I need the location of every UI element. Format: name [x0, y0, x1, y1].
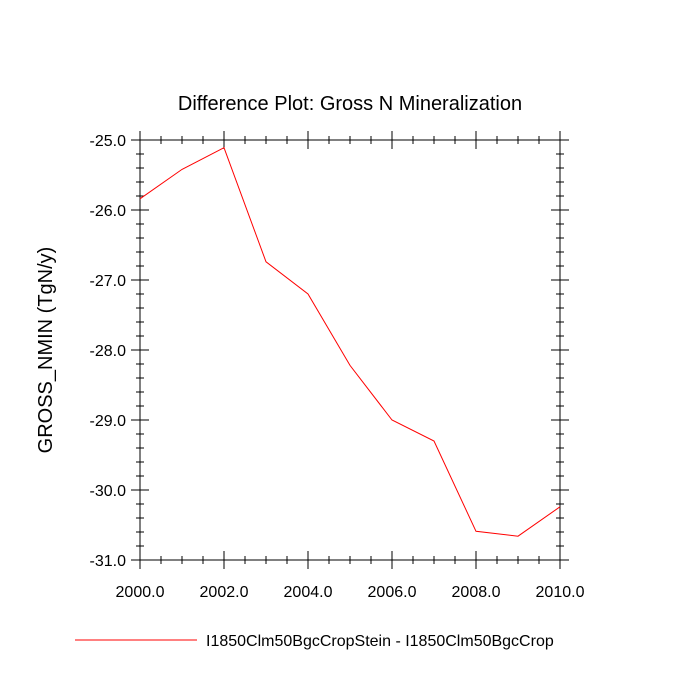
chart-title: Difference Plot: Gross N Mineralization	[178, 93, 522, 115]
y-axis-ticks	[131, 139, 569, 561]
x-tick-label: 2002.0	[200, 584, 249, 601]
x-tick-label: 2004.0	[284, 584, 333, 601]
series-line	[139, 146, 561, 537]
x-tick-label: 2008.0	[452, 584, 501, 601]
y-axis-tick-labels: -25.0 -26.0 -27.0 -28.0 -29.0 -30.0 -31.0	[90, 133, 127, 570]
y-tick-label: -27.0	[90, 273, 127, 290]
x-axis-tick-labels: 2000.0 2002.0 2004.0 2006.0 2008.0 2010.0	[116, 584, 585, 601]
x-axis-ticks	[139, 131, 561, 569]
y-tick-label: -26.0	[90, 203, 127, 220]
y-tick-label: -30.0	[90, 483, 127, 500]
x-tick-label: 2000.0	[116, 584, 165, 601]
y-axis-label: GROSS_NMIN (TgN/y)	[35, 247, 57, 454]
legend-label: I1850Clm50BgcCropStein - I1850Clm50BgcCr…	[206, 633, 554, 650]
y-tick-label: -29.0	[90, 413, 127, 430]
y-tick-label: -28.0	[90, 343, 127, 360]
series-layer	[139, 146, 561, 537]
y-tick-label: -31.0	[90, 553, 127, 570]
x-tick-label: 2010.0	[536, 584, 585, 601]
x-tick-label: 2006.0	[368, 584, 417, 601]
legend: I1850Clm50BgcCropStein - I1850Clm50BgcCr…	[75, 633, 554, 650]
y-tick-label: -25.0	[90, 133, 127, 150]
plot-frame	[139, 139, 561, 561]
